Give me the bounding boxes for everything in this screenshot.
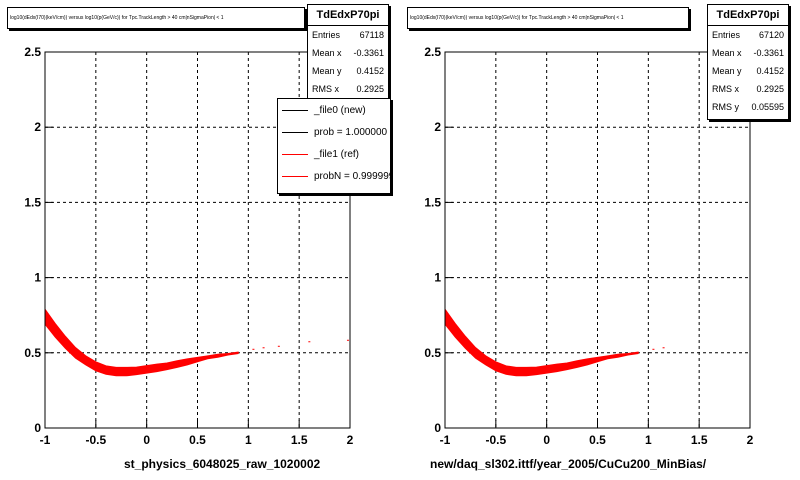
left-stats-name: TdEdxP70pi [308,5,388,26]
right-stats-row: RMS y 0.05595 [708,98,788,116]
stats-value: 0.05595 [751,102,784,112]
stats-value: 0.4152 [756,66,784,76]
left-y-tick-label: 2 [34,120,41,134]
legend-label: probN = 0.999999 [314,170,390,182]
legend-label: prob = 1.000000 [314,126,388,138]
right-x-axis-label: new/daq_sl302.ittf/year_2005/CuCu200_Min… [430,457,707,471]
left-data-point [308,341,311,343]
right-x-tick-label: -1 [440,433,451,447]
right-y-tick-label: 1.5 [424,195,441,209]
legend-entry: probN = 0.999999 [278,165,390,187]
left-y-tick-label: 0.5 [24,346,41,360]
stats-label: Mean y [312,66,342,76]
left-title-box: log10(dEdx(I70)(keV/cm)) versus log10(p(… [7,7,305,29]
right-y-tick-label: 2 [434,120,441,134]
left-x-tick-label: 1 [245,433,252,447]
left-plot-title: log10(dEdx(I70)(keV/cm)) versus log10(p(… [10,15,224,21]
right-data-point [652,348,655,350]
legend-label: _file0 (new) [314,104,366,116]
right-stats-name: TdEdxP70pi [708,5,788,26]
left-y-tick-label: 0 [34,421,41,435]
left-x-tick-label: 0.5 [189,433,206,447]
left-data-point [262,347,265,349]
left-x-tick-label: -1 [40,433,51,447]
legend-entry: _file1 (ref) [278,143,390,165]
left-stats-row: Mean y 0.4152 [308,62,388,80]
stats-value: 67118 [359,30,384,40]
right-stats-row: Mean x -0.3361 [708,44,788,62]
right-x-tick-label: 0 [543,433,550,447]
stats-value: 0.4152 [356,66,384,76]
legend-line-red [282,175,308,177]
left-data-point [277,345,280,347]
right-x-tick-label: 0.5 [589,433,606,447]
stats-label: RMS x [712,84,739,94]
stats-value: -0.3361 [753,48,784,58]
stats-label: Mean x [712,48,742,58]
left-x-tick-label: 2 [347,433,354,447]
stats-label: Mean x [312,48,342,58]
right-y-tick-label: 0.5 [424,346,441,360]
legend-box: _file0 (new) prob = 1.000000 _file1 (ref… [277,98,391,194]
stats-value: 67120 [758,30,784,40]
right-stats-row: RMS x 0.2925 [708,80,788,98]
right-stats-box: TdEdxP70pi Entries 67120 Mean x -0.3361 … [707,4,789,120]
left-x-tick-label: 1.5 [291,433,308,447]
stats-value: 0.2925 [356,84,384,94]
stats-label: RMS y [712,102,739,112]
right-x-tick-label: 1.5 [691,433,708,447]
legend-line-red [282,153,308,155]
left-y-tick-label: 2.5 [24,45,41,59]
legend-label: _file1 (ref) [314,148,360,160]
right-stats-row: Entries 67120 [708,26,788,44]
right-x-tick-label: 2 [747,433,754,447]
left-y-tick-label: 1 [34,271,41,285]
right-y-tick-label: 2.5 [424,45,441,59]
left-stats-box: TdEdxP70pi Entries 67118 Mean x -0.3361 … [307,4,389,100]
left-data-point [252,348,255,350]
left-data-point [346,339,349,341]
stats-label: Mean y [712,66,742,76]
legend-line-black [282,131,308,133]
right-plot-title: log10(dEdx(I70)(keV/cm)) versus log10(p(… [410,15,624,21]
legend-line-black [282,109,308,111]
right-x-tick-label: -0.5 [485,433,506,447]
stats-value: -0.3361 [353,48,384,58]
stats-label: RMS x [312,84,339,94]
left-x-tick-label: -0.5 [85,433,106,447]
stats-value: 0.2925 [756,84,784,94]
right-data-band [444,307,639,377]
left-y-tick-label: 1.5 [24,195,41,209]
legend-entry: _file0 (new) [278,99,390,121]
stats-label: Entries [312,30,341,40]
stats-label: Entries [712,30,741,40]
right-stats-row: Mean y 0.4152 [708,62,788,80]
left-stats-row: Mean x -0.3361 [308,44,388,62]
right-title-box: log10(dEdx(I70)(keV/cm)) versus log10(p(… [407,7,689,29]
right-data-point [662,347,665,349]
left-stats-row: RMS x 0.2925 [308,80,388,98]
left-x-tick-label: 0 [143,433,150,447]
right-y-tick-label: 1 [434,271,441,285]
left-x-axis-label: st_physics_6048025_raw_1020002 [124,457,321,471]
left-data-band [44,307,239,377]
left-stats-row: Entries 67118 [308,26,388,44]
legend-entry: prob = 1.000000 [278,121,390,143]
right-x-tick-label: 1 [645,433,652,447]
right-y-tick-label: 0 [434,421,441,435]
